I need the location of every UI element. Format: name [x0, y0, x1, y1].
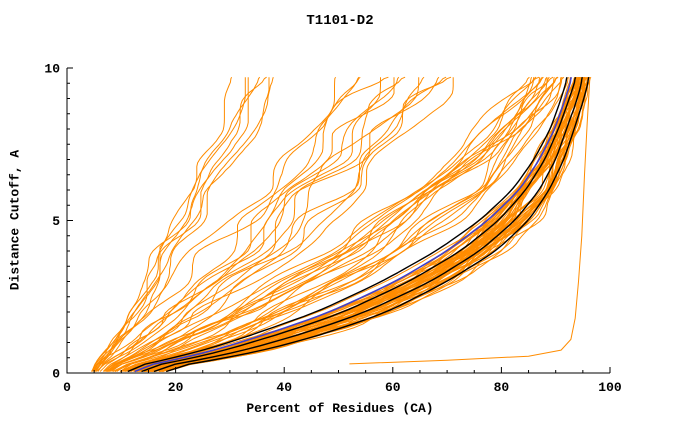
model-curve — [112, 76, 544, 372]
highlight-curves — [127, 76, 590, 373]
model-curve — [127, 76, 559, 372]
outlier-model-curve — [349, 77, 591, 365]
x-tick-label: 40 — [276, 380, 292, 395]
ensemble-curves — [91, 76, 592, 372]
model-curve — [107, 76, 447, 372]
x-axis-label: Percent of Residues (CA) — [246, 401, 434, 416]
model-curve — [106, 77, 420, 372]
x-tick-label: 0 — [63, 380, 71, 395]
model-curve — [109, 76, 540, 372]
black-model-2 — [141, 76, 577, 373]
model-curve — [130, 77, 563, 372]
y-tick-label: 0 — [52, 367, 60, 382]
selected-model — [134, 76, 573, 373]
y-tick-label: 5 — [52, 214, 60, 229]
x-tick-label: 20 — [168, 380, 184, 395]
model-curve — [111, 77, 533, 372]
model-curve — [165, 77, 589, 372]
model-curve — [93, 77, 270, 372]
black-model-1 — [127, 76, 568, 373]
model-curve — [91, 76, 267, 372]
tick-labels: 0 20 40 60 80 100 0 5 10 — [44, 62, 622, 396]
model-curve — [108, 77, 454, 372]
x-tick-label: 100 — [598, 380, 622, 395]
model-curve — [121, 77, 548, 372]
model-curve — [91, 76, 361, 372]
model-curve — [105, 76, 425, 372]
model-curve — [104, 76, 452, 372]
model-curve — [114, 76, 554, 372]
axes — [66, 67, 611, 374]
model-curve — [103, 77, 381, 372]
model-curve — [95, 77, 395, 372]
model-curve — [94, 77, 274, 372]
model-curve — [92, 77, 246, 372]
model-curve — [130, 77, 562, 372]
model-curve — [166, 77, 589, 372]
black-model-4 — [165, 77, 590, 373]
model-curve — [128, 76, 565, 372]
model-curve — [97, 76, 406, 372]
x-tick-label: 60 — [385, 380, 401, 395]
chart-title: T1101-D2 — [306, 13, 374, 29]
black-model-3 — [153, 77, 583, 373]
x-tick-label: 80 — [494, 380, 510, 395]
y-tick-label: 10 — [44, 62, 60, 77]
model-curve — [99, 76, 400, 372]
model-curve — [93, 76, 261, 372]
model-curve — [95, 77, 249, 372]
